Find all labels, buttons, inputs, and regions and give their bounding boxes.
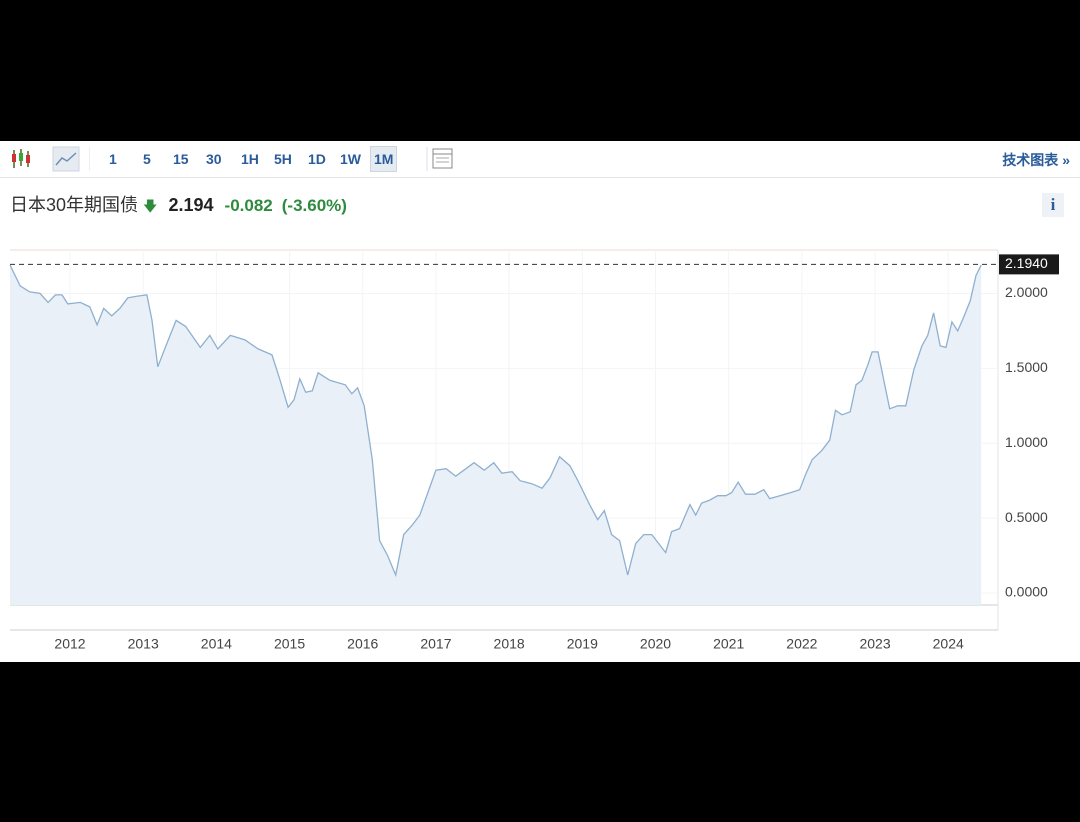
technical-chart-link[interactable]: 技术图表 » [1002,152,1070,168]
price: 2.194 [168,195,214,215]
chart-type-icons [12,146,90,172]
y-tick-label: 1.5000 [1005,359,1048,375]
info-button[interactable]: i [1042,193,1064,217]
x-tick-label: 2020 [640,636,671,652]
change: -0.082 [224,196,273,215]
chart: 英为财情Investing.com0.00000.50001.00001.500… [9,249,1059,652]
x-tick-label: 2012 [54,636,85,652]
line [9,264,982,578]
x-tick-label: 2019 [567,636,598,652]
interval-button[interactable]: 30 [206,151,222,167]
interval-button[interactable]: 1W [340,151,361,167]
y-tick-label: 2.0000 [1005,284,1048,300]
toolbar: 1 5 15 30 1H 5H 1D 1W 1M 技术图表 » [0,141,1080,178]
x-tick-label: 2024 [933,636,964,652]
last-price-tag [999,254,1059,275]
x-tick-label: 2015 [274,636,305,652]
interval-button[interactable]: 5 [143,151,151,167]
last-price-label: 2.1940 [1005,255,1048,271]
instrument-name: 日本30年期国债 [10,195,139,215]
area [10,265,982,605]
interval-button[interactable]: 1D [308,151,326,167]
y-tick-label: 1.0000 [1005,434,1048,450]
x-tick-label: 2023 [859,636,890,652]
interval-button[interactable]: 1M [370,146,398,172]
x-tick-label: 2016 [347,636,378,652]
y-tick-label: 0.5000 [1005,509,1048,525]
down-arrow: 🡇 [143,198,158,214]
interval-button[interactable]: 5H [274,151,292,167]
instrument-header: 日本30年期国债 🡇 2.194 -0.082 (-3.60%) [10,191,347,220]
x-tick-label: 2021 [713,636,744,652]
x-tick-label: 2022 [786,636,817,652]
interval-button[interactable]: 1 [109,151,117,167]
settings-icon[interactable] [424,141,464,177]
chart-panel: 1 5 15 30 1H 5H 1D 1W 1M 技术图表 » 日本30年期国债 🡇 2.194… [0,141,1080,662]
x-tick-label: 2017 [420,636,451,652]
x-tick-label: 2013 [128,636,159,652]
x-tick-label: 2014 [201,636,232,652]
x-tick-label: 2018 [494,636,525,652]
y-tick-label: 0.0000 [1005,584,1048,600]
change-percent: (-3.60%) [281,196,347,215]
interval-button[interactable]: 1H [241,151,259,167]
interval-button[interactable]: 15 [173,151,189,167]
